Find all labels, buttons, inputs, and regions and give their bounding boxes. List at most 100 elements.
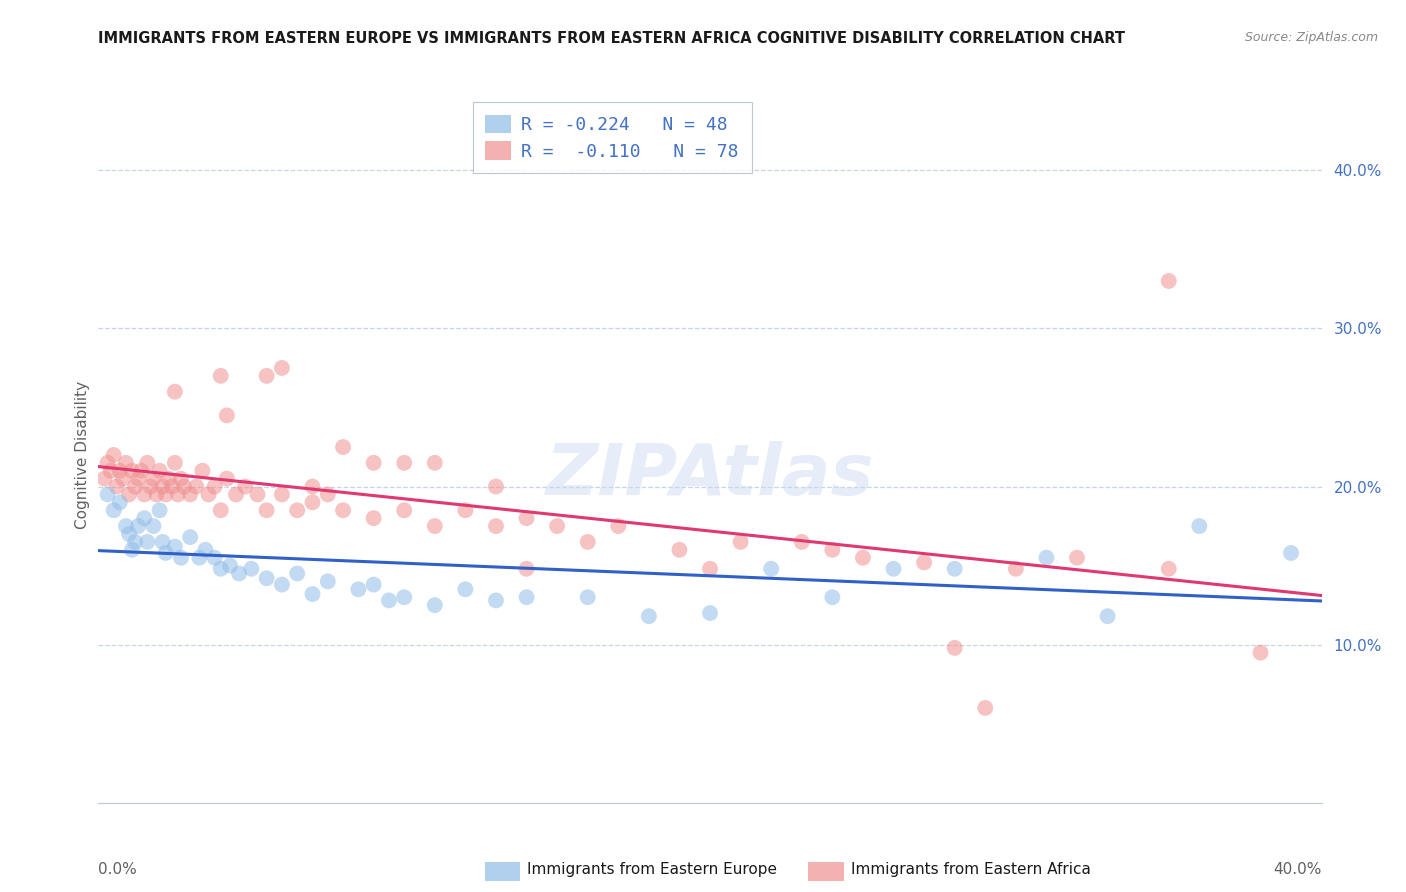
Point [285, 503, 308, 517]
Point [1157, 562, 1180, 576]
Point [699, 606, 721, 620]
Point [136, 456, 159, 470]
Point [215, 409, 238, 423]
Point [152, 479, 174, 493]
Point [115, 456, 138, 470]
Point [129, 464, 152, 478]
Point [912, 556, 935, 570]
Point [97, 487, 120, 501]
Point [316, 574, 339, 589]
Point [1188, 519, 1211, 533]
Point [93, 472, 115, 486]
Point [111, 472, 134, 486]
Point [699, 562, 721, 576]
Text: Immigrants from Eastern Africa: Immigrants from Eastern Africa [851, 863, 1091, 877]
Point [134, 487, 156, 501]
Text: ZIPAtlas: ZIPAtlas [546, 442, 875, 510]
Point [454, 582, 477, 597]
Point [576, 534, 599, 549]
Point [852, 550, 875, 565]
Point [1035, 550, 1057, 565]
Text: Source: ZipAtlas.com: Source: ZipAtlas.com [1244, 31, 1378, 45]
Point [392, 456, 416, 470]
Point [423, 598, 446, 612]
Point [194, 542, 217, 557]
Point [124, 534, 146, 549]
Point [607, 519, 630, 533]
Point [378, 593, 401, 607]
Point [256, 571, 278, 585]
Point [97, 456, 120, 470]
Point [516, 591, 538, 605]
Point [167, 487, 190, 501]
Point [121, 464, 143, 478]
Point [209, 562, 232, 576]
Point [285, 566, 308, 581]
Point [392, 503, 416, 517]
Point [301, 495, 323, 509]
Point [516, 511, 538, 525]
Point [204, 550, 226, 565]
Point [136, 534, 159, 549]
Point [145, 487, 167, 501]
Point [943, 640, 966, 655]
Point [301, 479, 323, 493]
Point [188, 550, 211, 565]
Point [157, 472, 180, 486]
Point [149, 464, 172, 478]
Point [149, 503, 172, 517]
Point [363, 511, 385, 525]
Point [485, 479, 508, 493]
Point [186, 479, 208, 493]
Point [332, 503, 354, 517]
Point [316, 487, 339, 501]
Point [943, 562, 966, 576]
Point [546, 519, 568, 533]
Point [225, 487, 247, 501]
Point [204, 479, 226, 493]
Point [124, 479, 146, 493]
Point [155, 487, 177, 501]
Point [423, 519, 446, 533]
Point [256, 503, 278, 517]
Point [139, 479, 162, 493]
Point [215, 472, 238, 486]
Point [103, 503, 125, 517]
Point [105, 479, 128, 493]
Text: Immigrants from Eastern Europe: Immigrants from Eastern Europe [527, 863, 778, 877]
Point [127, 519, 149, 533]
Point [821, 591, 844, 605]
Point [115, 519, 138, 533]
Point [209, 503, 232, 517]
Point [228, 566, 250, 581]
Legend: R = -0.224   N = 48, R =  -0.110   N = 78: R = -0.224 N = 48, R = -0.110 N = 78 [472, 103, 752, 173]
Point [108, 464, 131, 478]
Point [730, 534, 752, 549]
Point [485, 519, 508, 533]
Point [363, 577, 385, 591]
Point [233, 479, 256, 493]
Point [142, 519, 165, 533]
Point [576, 591, 599, 605]
Point [1249, 646, 1271, 660]
Point [142, 472, 165, 486]
Point [160, 479, 183, 493]
Point [100, 464, 122, 478]
Point [240, 562, 263, 576]
Point [1066, 550, 1088, 565]
Point [173, 479, 195, 493]
Point [392, 591, 416, 605]
Point [134, 511, 156, 525]
Point [108, 495, 131, 509]
Point [155, 546, 177, 560]
Point [974, 701, 997, 715]
Point [332, 440, 354, 454]
Point [637, 609, 661, 624]
Point [219, 558, 242, 573]
Point [516, 562, 538, 576]
Point [103, 448, 125, 462]
Point [270, 577, 292, 591]
Point [179, 487, 201, 501]
Point [163, 456, 186, 470]
Point [246, 487, 269, 501]
